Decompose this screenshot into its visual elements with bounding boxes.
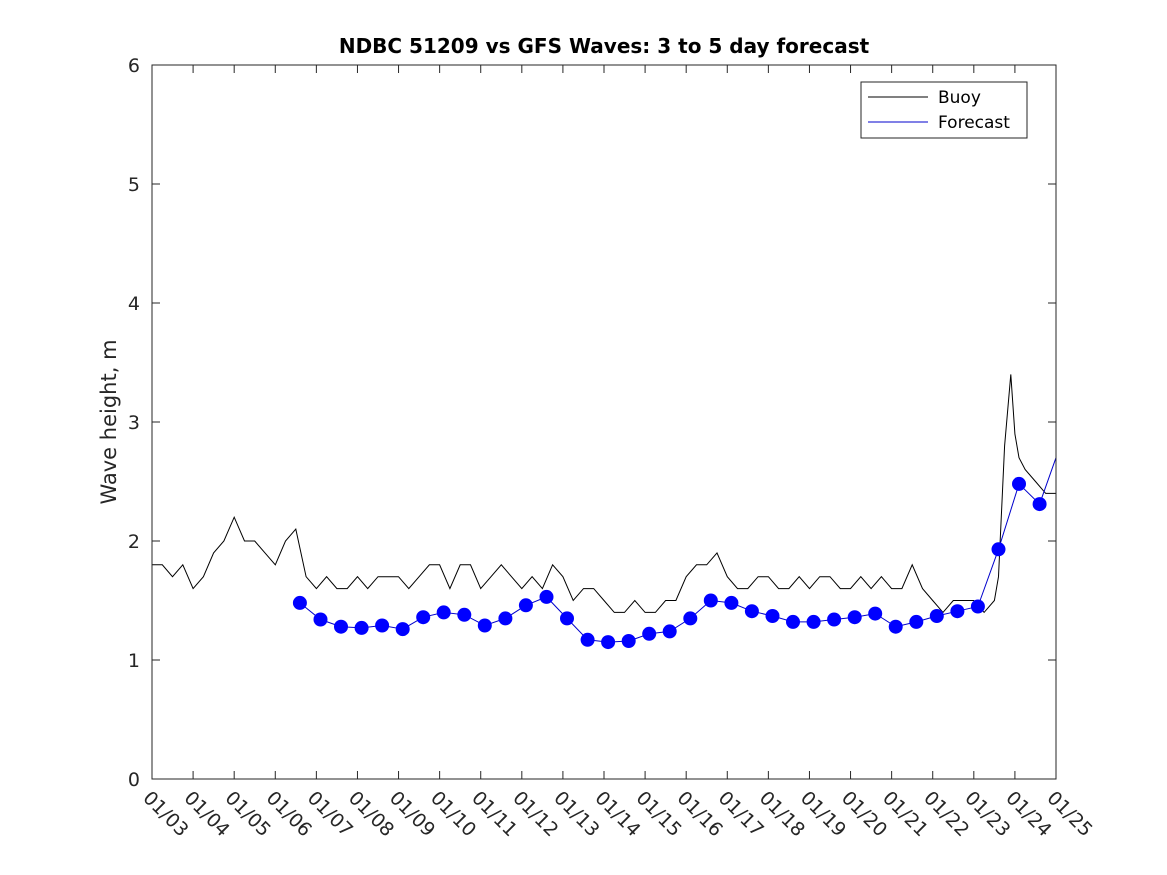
forecast-point (292, 595, 307, 610)
forecast-point (539, 589, 554, 604)
forecast-point (498, 611, 513, 626)
forecast-point (580, 632, 595, 647)
y-tick-label: 5 (128, 174, 140, 196)
forecast-point (662, 624, 677, 639)
forecast-point (395, 622, 410, 637)
forecast-point (744, 604, 759, 619)
forecast-point (621, 634, 636, 648)
forecast-point (703, 593, 718, 608)
forecast-point (334, 619, 348, 634)
legend: Buoy Forecast (860, 81, 1028, 139)
forecast-point (354, 620, 369, 635)
forecast-point (827, 612, 842, 627)
y-tick-label: 2 (128, 531, 140, 553)
plot-area (152, 65, 1056, 779)
forecast-point (642, 626, 657, 641)
chart-title: NDBC 51209 vs GFS Waves: 3 to 5 day fore… (339, 34, 870, 58)
forecast-point (950, 604, 965, 619)
y-tick-label: 6 (128, 55, 140, 77)
forecast-point (806, 614, 821, 629)
y-tick-label: 1 (128, 650, 140, 672)
forecast-point (683, 611, 698, 626)
legend-box (860, 81, 1028, 139)
y-tick-label: 3 (128, 412, 140, 434)
forecast-point (416, 610, 431, 625)
forecast-point (888, 619, 903, 634)
forecast-point (929, 609, 944, 623)
y-tick-label: 0 (128, 769, 140, 791)
forecast-point (601, 635, 616, 650)
forecast-point (724, 595, 739, 610)
y-tick-label: 4 (128, 293, 140, 315)
forecast-point (970, 599, 985, 614)
forecast-point (560, 611, 574, 626)
forecast-point (786, 614, 800, 629)
forecast-point (375, 618, 390, 633)
series-line-buoy (152, 374, 1056, 614)
forecast-point (765, 609, 780, 623)
forecast-point (518, 598, 533, 613)
forecast-markers (292, 476, 1047, 650)
legend-forecast-label: Forecast (938, 113, 1010, 133)
forecast-point (313, 612, 328, 627)
forecast-point (868, 606, 883, 621)
forecast-point (847, 610, 862, 625)
forecast-point (991, 542, 1006, 557)
y-axis-label: Wave height, m (97, 339, 121, 504)
forecast-point (1012, 476, 1026, 491)
forecast-point (477, 618, 492, 633)
forecast-point (436, 605, 451, 620)
forecast-point (909, 614, 924, 629)
forecast-point (457, 607, 472, 622)
legend-buoy-label: Buoy (938, 88, 981, 108)
forecast-point (1032, 497, 1047, 512)
